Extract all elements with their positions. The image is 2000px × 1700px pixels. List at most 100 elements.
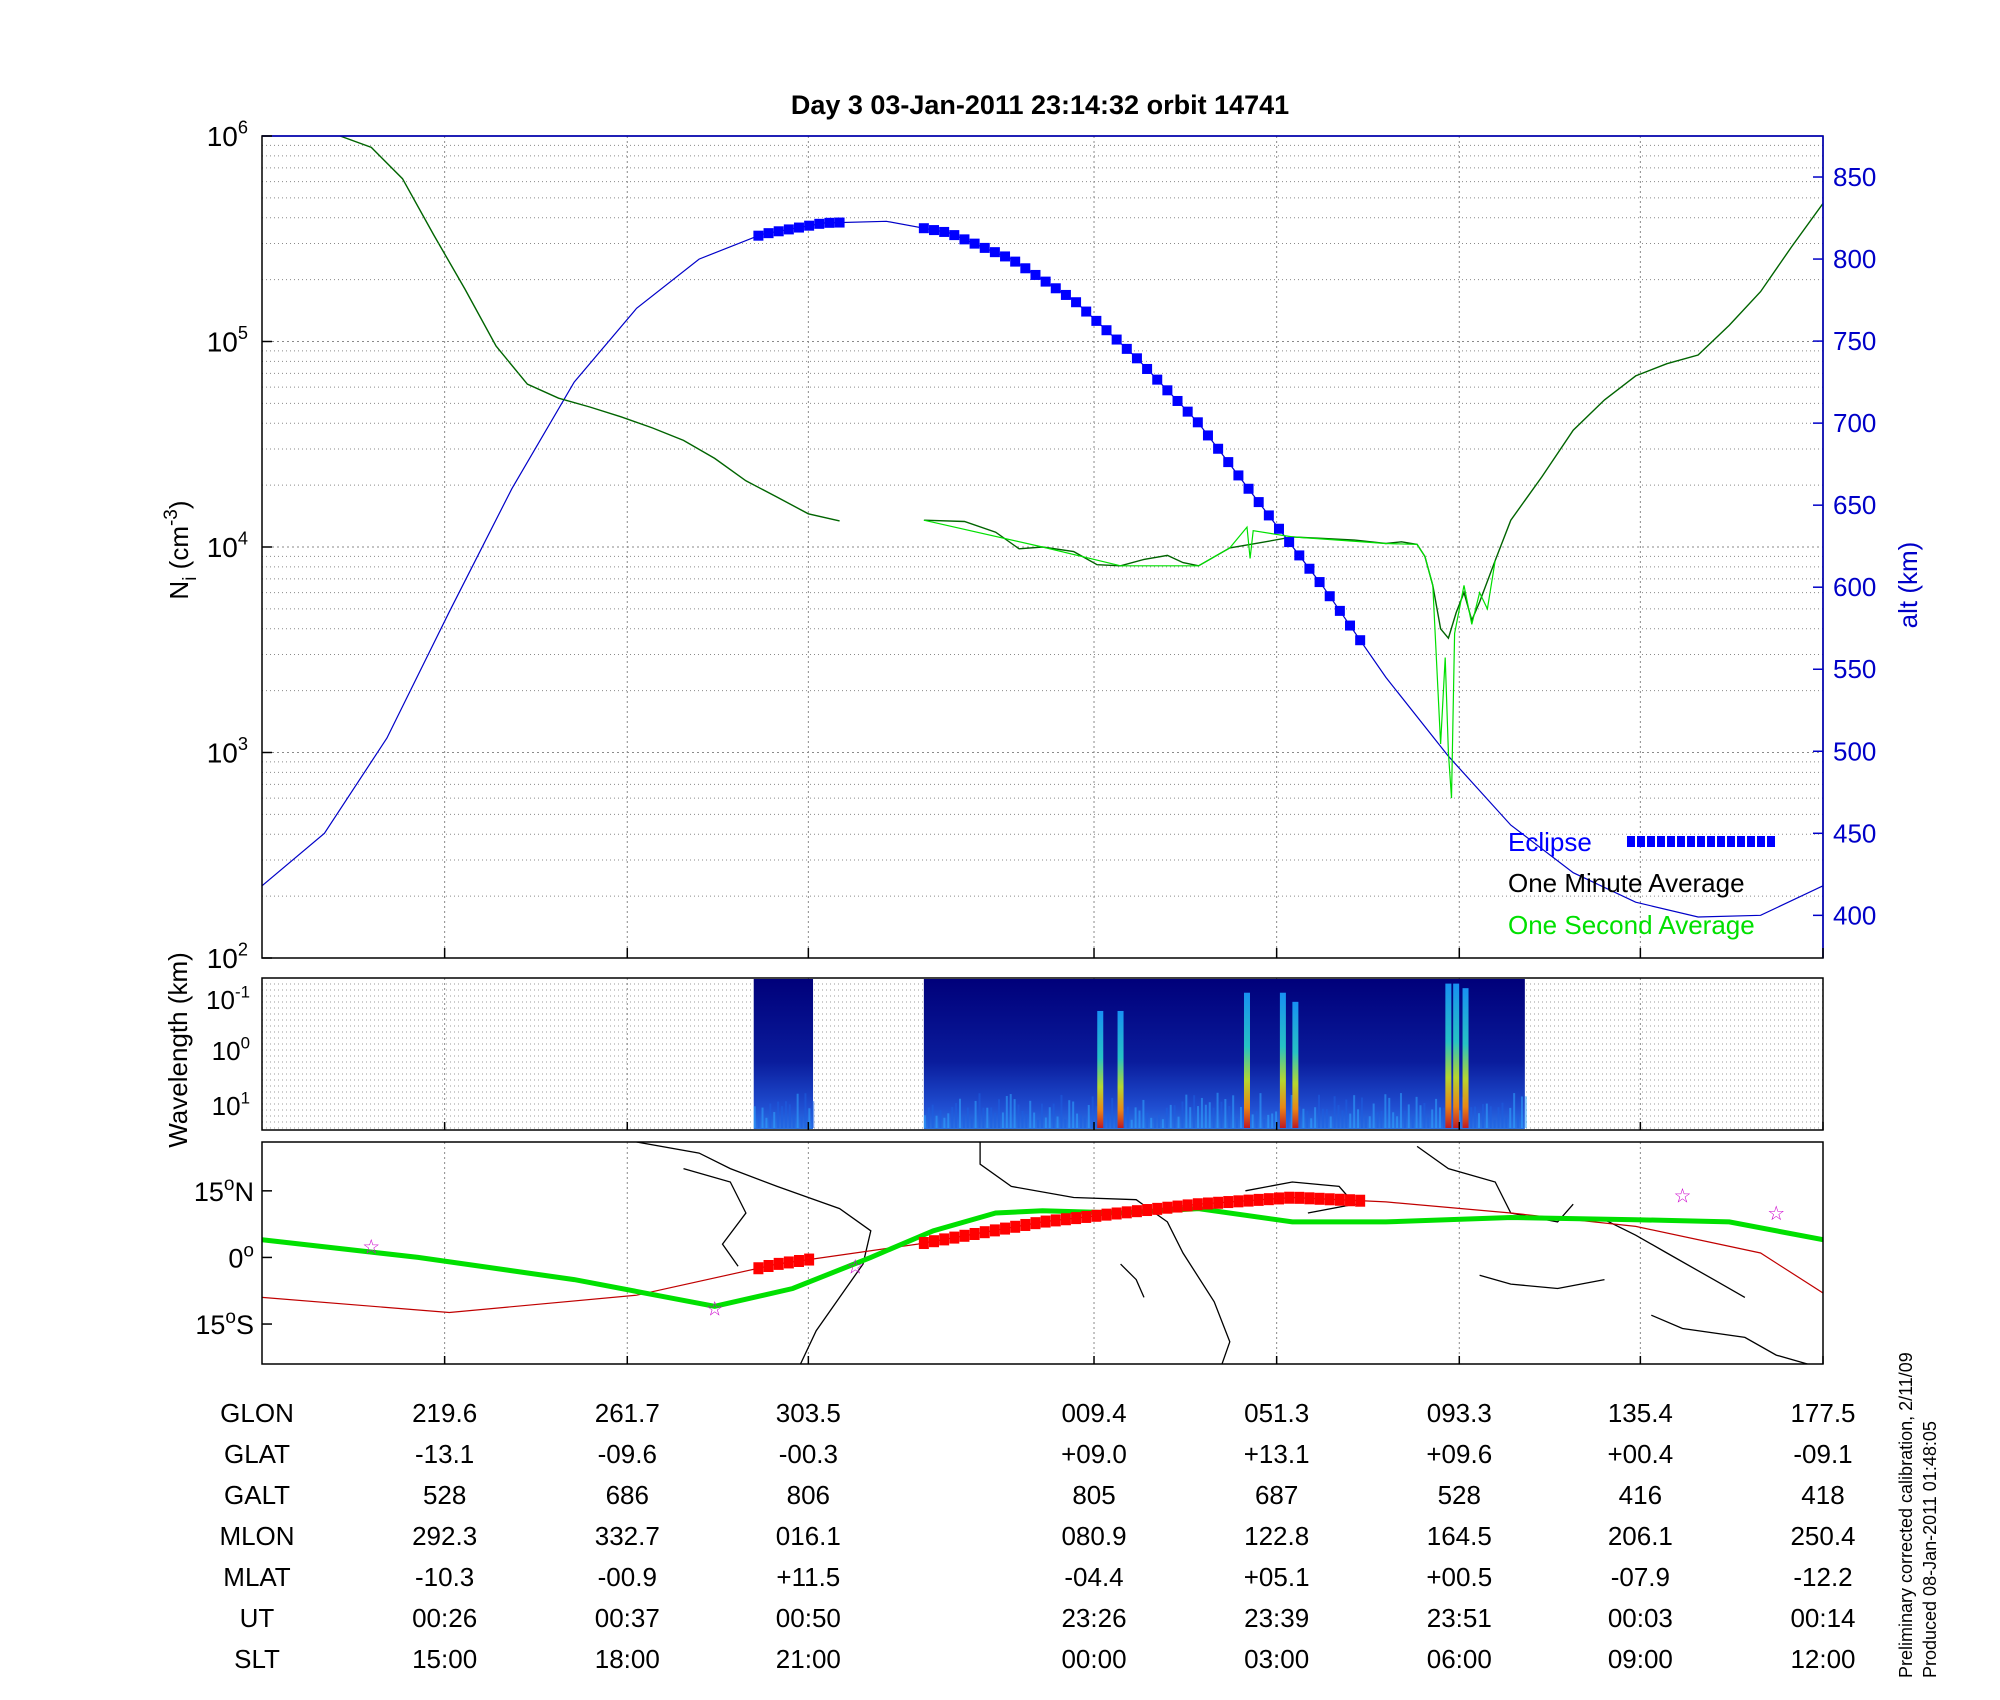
spectrogram-streak xyxy=(788,1104,791,1128)
spectrogram-streak xyxy=(1040,1103,1043,1128)
spectrogram-streak xyxy=(1329,1116,1332,1128)
table-cell: 303.5 xyxy=(776,1398,841,1428)
eclipse-track-marker xyxy=(1000,1222,1011,1235)
eclipse-track-marker xyxy=(1253,1193,1264,1206)
table-cell: +09.6 xyxy=(1426,1439,1492,1469)
table-cell: 23:26 xyxy=(1061,1603,1126,1633)
eclipse-marker xyxy=(1263,510,1274,521)
eclipse-marker xyxy=(1000,251,1011,262)
altitude-ytick-label: 500 xyxy=(1833,736,1876,766)
eclipse-marker xyxy=(824,217,835,228)
legend-eclipse-marker xyxy=(1667,836,1675,847)
eclipse-track-marker xyxy=(989,1224,1000,1237)
star-marker: ☆ xyxy=(1674,1185,1692,1207)
spectrogram-streak xyxy=(1173,1105,1176,1128)
eclipse-track-marker xyxy=(1213,1196,1224,1209)
eclipse-marker xyxy=(1131,353,1142,364)
spectrogram-streak xyxy=(1185,1094,1188,1128)
spectrogram-streak xyxy=(1423,1102,1426,1128)
eclipse-track-marker xyxy=(1152,1202,1163,1215)
spectrogram-streak xyxy=(1048,1107,1051,1128)
eclipse-marker xyxy=(1243,483,1254,494)
eclipse-track-marker xyxy=(1162,1201,1173,1214)
eclipse-marker xyxy=(793,222,804,233)
table-cell: +09.0 xyxy=(1061,1439,1127,1469)
density-ytick-label-exp: 3 xyxy=(238,734,248,754)
spectrogram-streak xyxy=(1189,1107,1192,1128)
spectrogram-ytick-label: 101 xyxy=(212,1088,250,1121)
table-cell: +05.1 xyxy=(1244,1562,1310,1592)
map-ytick-degree-sign: o xyxy=(243,1240,254,1261)
legend-eclipse-marker xyxy=(1707,836,1715,847)
spectrogram-streak xyxy=(1146,1112,1149,1128)
legend-eclipse-label: Eclipse xyxy=(1508,827,1592,857)
eclipse-track-marker xyxy=(1010,1220,1021,1233)
spectrogram-streak xyxy=(1083,1117,1086,1128)
spectrogram-streak xyxy=(1091,1096,1094,1128)
spectrogram-streak xyxy=(1384,1094,1387,1128)
spectrogram-feature xyxy=(1292,1001,1299,1128)
map-content: ☆ ☆ ☆ ☆ ☆ xyxy=(262,1142,1823,1364)
spectrogram-streak xyxy=(1357,1109,1360,1128)
legend-eclipse-marker xyxy=(1767,836,1775,847)
eclipse-track-marker xyxy=(1314,1192,1325,1205)
spectrogram-streak xyxy=(1200,1097,1203,1128)
spectrogram-streak xyxy=(1044,1117,1047,1128)
eclipse-marker xyxy=(1152,374,1163,385)
table-cell: +00.4 xyxy=(1607,1439,1673,1469)
map-ytick-deg: 15 xyxy=(194,1177,224,1207)
spectrogram-streak xyxy=(1524,1096,1527,1128)
spectrogram-streak xyxy=(1474,1106,1477,1128)
table-cell: 292.3 xyxy=(412,1521,477,1551)
density-ylabel: Ni (cm-3) xyxy=(161,500,201,599)
eclipse-marker xyxy=(1142,363,1153,374)
spectrogram-streak xyxy=(1415,1096,1418,1128)
eclipse-track-marker xyxy=(1142,1204,1153,1217)
spectrogram-feature xyxy=(1097,1010,1104,1128)
table-cell: 805 xyxy=(1072,1480,1115,1510)
eclipse-marker xyxy=(939,226,950,237)
spectrogram-streak xyxy=(1411,1116,1414,1128)
spectrogram-streak xyxy=(1029,1100,1032,1128)
legend-eclipse-marker xyxy=(1737,836,1745,847)
table-cell: 122.8 xyxy=(1244,1521,1309,1551)
spectrogram-streak xyxy=(1493,1119,1496,1128)
magnetic-equator xyxy=(262,1206,1823,1309)
eclipse-track-marker xyxy=(1182,1199,1193,1212)
spectrogram-streak xyxy=(1056,1116,1059,1128)
eclipse-marker xyxy=(1081,306,1092,317)
spectrogram-streak xyxy=(1220,1101,1223,1128)
spectrogram-ytick-label-exp: -1 xyxy=(235,982,250,1001)
spectrogram-streak xyxy=(1150,1117,1153,1128)
spectrogram-streak xyxy=(1111,1097,1114,1128)
map-ytick-label: 15oN xyxy=(194,1174,254,1207)
eclipse-marker xyxy=(1334,605,1345,616)
eclipse-track-marker xyxy=(1263,1193,1274,1206)
altitude-ylabel: alt (km) xyxy=(1893,542,1923,629)
eclipse-marker xyxy=(989,247,1000,258)
eclipse-track-marker xyxy=(773,1257,784,1270)
spectrogram-streak xyxy=(1079,1115,1082,1128)
density-ytick-label: 106 xyxy=(207,117,248,152)
eclipse-track-marker xyxy=(1081,1210,1092,1223)
eclipse-marker xyxy=(1050,283,1061,294)
table-cell: 00:26 xyxy=(412,1603,477,1633)
density-ytick-label-exp: 5 xyxy=(238,323,248,343)
eclipse-marker xyxy=(1202,430,1213,441)
eclipse-track-marker xyxy=(1202,1197,1213,1210)
spectrogram-streak xyxy=(1193,1095,1196,1128)
eclipse-marker xyxy=(959,234,970,245)
legend-eclipse-marker xyxy=(1657,836,1665,847)
eclipse-marker xyxy=(1223,457,1234,468)
map-ytick-label: 15oS xyxy=(195,1307,254,1340)
eclipse-marker xyxy=(1284,537,1295,548)
table-cell: 528 xyxy=(423,1480,466,1510)
eclipse-track-marker xyxy=(1111,1207,1122,1220)
table-cell: +13.1 xyxy=(1244,1439,1310,1469)
spectrogram-streak xyxy=(1392,1112,1395,1128)
spectrogram-streak xyxy=(1216,1092,1219,1128)
ephemeris-table: GLON GLAT GALT MLON MLAT UT SLT 219.6 -13.1 528 29… xyxy=(219,1398,1855,1674)
density-ytick-label: 105 xyxy=(207,323,248,358)
spectrogram-streak xyxy=(1325,1109,1328,1128)
